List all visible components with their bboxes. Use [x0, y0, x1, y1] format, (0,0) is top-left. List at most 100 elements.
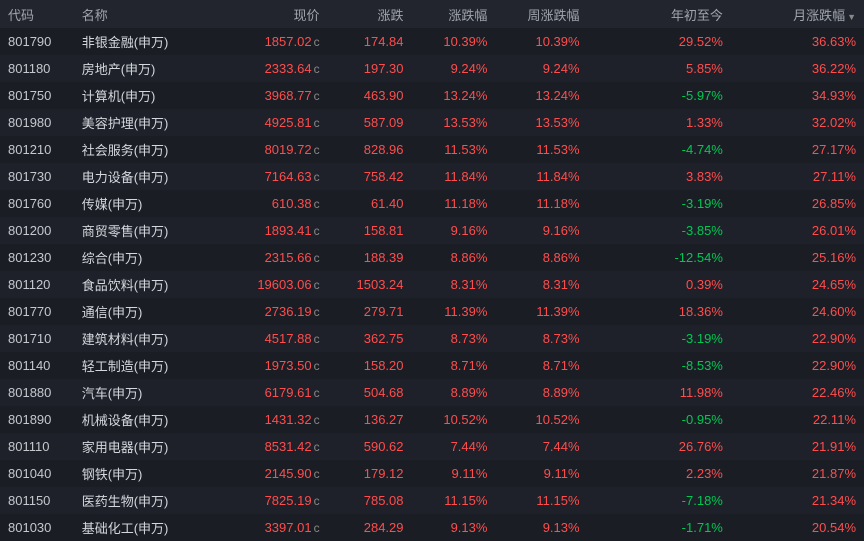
- cell-name: 钢铁(申万): [74, 460, 228, 487]
- cell-month-pct: 24.65%: [731, 271, 864, 298]
- cell-code: 801730: [0, 163, 74, 190]
- cell-month-pct: 25.16%: [731, 244, 864, 271]
- cell-change-pct: 8.71%: [412, 352, 496, 379]
- cell-change-pct: 9.16%: [412, 217, 496, 244]
- table-row[interactable]: 801750计算机(申万)3968.77c463.9013.24%13.24%-…: [0, 82, 864, 109]
- table-row[interactable]: 801040钢铁(申万)2145.90c179.129.11%9.11%2.23…: [0, 460, 864, 487]
- table-row[interactable]: 801980美容护理(申万)4925.81c587.0913.53%13.53%…: [0, 109, 864, 136]
- cell-month-pct: 26.01%: [731, 217, 864, 244]
- cell-price: 3968.77c: [227, 82, 327, 109]
- cell-name: 机械设备(申万): [74, 406, 228, 433]
- cell-week-pct: 11.53%: [495, 136, 587, 163]
- price-suffix-c: c: [314, 224, 320, 238]
- cell-price: 4925.81c: [227, 109, 327, 136]
- cell-ytd-pct: -7.18%: [588, 487, 731, 514]
- cell-name: 传媒(申万): [74, 190, 228, 217]
- cell-ytd-pct: 29.52%: [588, 28, 731, 55]
- table-row[interactable]: 801710建筑材料(申万)4517.88c362.758.73%8.73%-3…: [0, 325, 864, 352]
- cell-code: 801210: [0, 136, 74, 163]
- cell-ytd-pct: 1.33%: [588, 109, 731, 136]
- cell-name: 计算机(申万): [74, 82, 228, 109]
- cell-month-pct: 27.17%: [731, 136, 864, 163]
- cell-week-pct: 11.84%: [495, 163, 587, 190]
- table-row[interactable]: 801230综合(申万)2315.66c188.398.86%8.86%-12.…: [0, 244, 864, 271]
- cell-change: 362.75: [328, 325, 412, 352]
- table-row[interactable]: 801110家用电器(申万)8531.42c590.627.44%7.44%26…: [0, 433, 864, 460]
- table-row[interactable]: 801210社会服务(申万)8019.72c828.9611.53%11.53%…: [0, 136, 864, 163]
- cell-name: 通信(申万): [74, 298, 228, 325]
- table-row[interactable]: 801790非银金融(申万)1857.02c174.8410.39%10.39%…: [0, 28, 864, 55]
- cell-name: 美容护理(申万): [74, 109, 228, 136]
- cell-week-pct: 9.24%: [495, 55, 587, 82]
- col-header-ytd-pct[interactable]: 年初至今: [588, 0, 731, 28]
- price-suffix-c: c: [314, 89, 320, 103]
- cell-price: 3397.01c: [227, 514, 327, 541]
- cell-ytd-pct: -1.71%: [588, 514, 731, 541]
- price-suffix-c: c: [314, 386, 320, 400]
- cell-change: 279.71: [328, 298, 412, 325]
- cell-change: 188.39: [328, 244, 412, 271]
- cell-price: 1893.41c: [227, 217, 327, 244]
- cell-name: 医药生物(申万): [74, 487, 228, 514]
- col-header-price[interactable]: 现价: [227, 0, 327, 28]
- cell-ytd-pct: 5.85%: [588, 55, 731, 82]
- price-suffix-c: c: [314, 278, 320, 292]
- col-header-code[interactable]: 代码: [0, 0, 74, 28]
- cell-month-pct: 36.22%: [731, 55, 864, 82]
- cell-change-pct: 11.53%: [412, 136, 496, 163]
- cell-code: 801770: [0, 298, 74, 325]
- cell-change: 136.27: [328, 406, 412, 433]
- cell-change-pct: 10.52%: [412, 406, 496, 433]
- cell-change-pct: 13.24%: [412, 82, 496, 109]
- table-row[interactable]: 801140轻工制造(申万)1973.50c158.208.71%8.71%-8…: [0, 352, 864, 379]
- cell-month-pct: 24.60%: [731, 298, 864, 325]
- table-row[interactable]: 801880汽车(申万)6179.61c504.688.89%8.89%11.9…: [0, 379, 864, 406]
- cell-month-pct: 22.90%: [731, 352, 864, 379]
- cell-week-pct: 11.15%: [495, 487, 587, 514]
- cell-price: 1431.32c: [227, 406, 327, 433]
- price-suffix-c: c: [314, 413, 320, 427]
- table-row[interactable]: 801890机械设备(申万)1431.32c136.2710.52%10.52%…: [0, 406, 864, 433]
- cell-change-pct: 9.13%: [412, 514, 496, 541]
- col-header-name[interactable]: 名称: [74, 0, 228, 28]
- table-row[interactable]: 801120食品饮料(申万)19603.06c1503.248.31%8.31%…: [0, 271, 864, 298]
- table-header-row: 代码 名称 现价 涨跌 涨跌幅 周涨跌幅 年初至今 月涨跌幅▼: [0, 0, 864, 28]
- cell-name: 轻工制造(申万): [74, 352, 228, 379]
- price-suffix-c: c: [314, 359, 320, 373]
- table-row[interactable]: 801730电力设备(申万)7164.63c758.4211.84%11.84%…: [0, 163, 864, 190]
- cell-code: 801180: [0, 55, 74, 82]
- cell-month-pct: 21.87%: [731, 460, 864, 487]
- cell-change: 197.30: [328, 55, 412, 82]
- price-suffix-c: c: [314, 62, 320, 76]
- cell-ytd-pct: 2.23%: [588, 460, 731, 487]
- cell-code: 801710: [0, 325, 74, 352]
- cell-price: 2315.66c: [227, 244, 327, 271]
- cell-week-pct: 8.89%: [495, 379, 587, 406]
- col-header-change[interactable]: 涨跌: [328, 0, 412, 28]
- table-row[interactable]: 801180房地产(申万)2333.64c197.309.24%9.24%5.8…: [0, 55, 864, 82]
- cell-week-pct: 10.39%: [495, 28, 587, 55]
- cell-change-pct: 7.44%: [412, 433, 496, 460]
- cell-code: 801790: [0, 28, 74, 55]
- cell-week-pct: 8.71%: [495, 352, 587, 379]
- cell-change: 158.20: [328, 352, 412, 379]
- cell-month-pct: 22.11%: [731, 406, 864, 433]
- cell-change: 463.90: [328, 82, 412, 109]
- table-row[interactable]: 801030基础化工(申万)3397.01c284.299.13%9.13%-1…: [0, 514, 864, 541]
- cell-change: 284.29: [328, 514, 412, 541]
- cell-price: 8531.42c: [227, 433, 327, 460]
- table-row[interactable]: 801150医药生物(申万)7825.19c785.0811.15%11.15%…: [0, 487, 864, 514]
- cell-code: 801040: [0, 460, 74, 487]
- cell-price: 1857.02c: [227, 28, 327, 55]
- cell-code: 801120: [0, 271, 74, 298]
- table-row[interactable]: 801760传媒(申万)610.38c61.4011.18%11.18%-3.1…: [0, 190, 864, 217]
- col-header-week-pct[interactable]: 周涨跌幅: [495, 0, 587, 28]
- table-row[interactable]: 801770通信(申万)2736.19c279.7111.39%11.39%18…: [0, 298, 864, 325]
- col-header-month-pct[interactable]: 月涨跌幅▼: [731, 0, 864, 28]
- table-row[interactable]: 801200商贸零售(申万)1893.41c158.819.16%9.16%-3…: [0, 217, 864, 244]
- cell-week-pct: 9.16%: [495, 217, 587, 244]
- col-header-change-pct[interactable]: 涨跌幅: [412, 0, 496, 28]
- cell-ytd-pct: 3.83%: [588, 163, 731, 190]
- cell-ytd-pct: -3.85%: [588, 217, 731, 244]
- cell-change-pct: 10.39%: [412, 28, 496, 55]
